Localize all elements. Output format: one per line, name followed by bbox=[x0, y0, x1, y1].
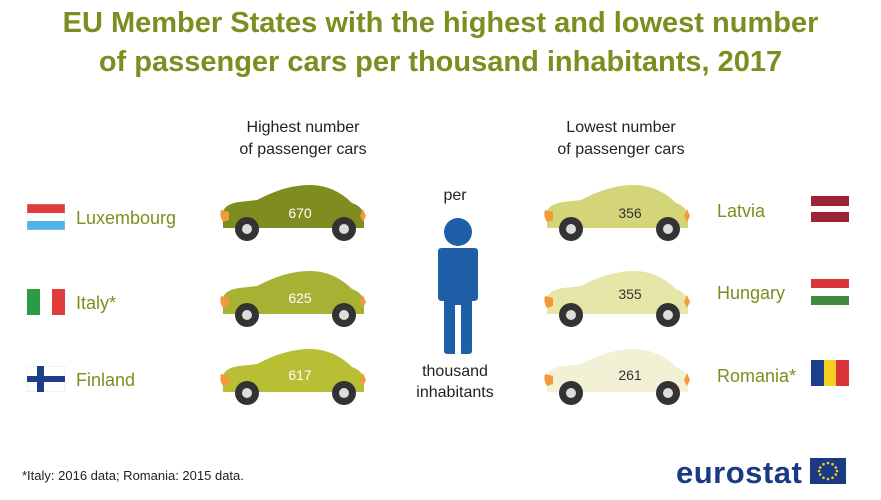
car-value: 617 bbox=[288, 367, 312, 383]
car-icon bbox=[541, 262, 691, 332]
car-icon bbox=[541, 176, 691, 246]
car-value: 670 bbox=[288, 205, 312, 221]
car-value: 625 bbox=[288, 290, 312, 306]
country-label: Finland bbox=[76, 370, 136, 390]
country-label: Romania* bbox=[717, 366, 797, 386]
highest-header: Highest number of passenger cars bbox=[239, 119, 367, 158]
car-icon bbox=[217, 340, 367, 410]
car-icon bbox=[217, 176, 367, 246]
car-icon bbox=[217, 262, 367, 332]
country-label: Latvia bbox=[717, 201, 766, 221]
finland-flag-icon bbox=[26, 365, 66, 393]
car-icon bbox=[541, 340, 691, 410]
lowest-header: Lowest number of passenger cars bbox=[557, 119, 685, 158]
luxembourg-flag-icon bbox=[26, 203, 66, 231]
per-label: per bbox=[443, 187, 467, 204]
country-label: Luxembourg bbox=[76, 208, 177, 228]
eu-flag-icon bbox=[810, 457, 847, 489]
country-label: Hungary bbox=[717, 283, 786, 303]
hungary-flag-icon bbox=[811, 279, 849, 305]
person-icon bbox=[430, 217, 486, 360]
car-value: 355 bbox=[618, 286, 642, 302]
car-value: 261 bbox=[618, 367, 642, 383]
title-line-1: EU Member States with the highest and lo… bbox=[62, 7, 819, 39]
latvia-flag-icon bbox=[811, 196, 849, 222]
title-line-2: of passenger cars per thousand inhabitan… bbox=[98, 46, 783, 78]
romania-flag-icon bbox=[811, 360, 849, 386]
country-label: Italy* bbox=[76, 293, 117, 313]
eurostat-logo: eurostat bbox=[676, 455, 847, 491]
logo-text: eurostat bbox=[676, 455, 803, 490]
thousand-inhabitants-label: thousand inhabitants bbox=[416, 363, 494, 401]
chart-title: EU Member States with the highest and lo… bbox=[0, 4, 881, 82]
footnote: *Italy: 2016 data; Romania: 2015 data. bbox=[22, 468, 244, 483]
car-value: 356 bbox=[618, 205, 642, 221]
italy-flag-icon bbox=[27, 289, 65, 315]
